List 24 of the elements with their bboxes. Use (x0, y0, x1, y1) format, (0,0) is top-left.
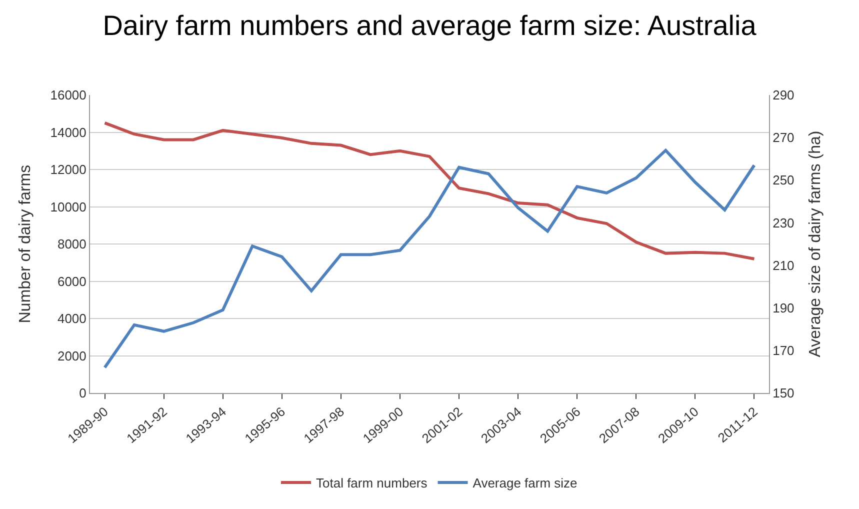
y2-tick-label: 150 (772, 386, 794, 401)
y-tick-label: 0 (79, 386, 86, 401)
line-series (103, 121, 756, 260)
y2-tick-label: 170 (772, 342, 794, 358)
y2-tick-label: 210 (772, 258, 794, 273)
y2-tick-label: 290 (772, 88, 794, 103)
y-tick-label: 6000 (57, 274, 86, 289)
chart-title: Dairy farm numbers and average farm size: Australia (102, 10, 757, 41)
y-tick-label: 12000 (50, 162, 86, 178)
y2-axis-title: Average size of dairy farms (ha) (807, 130, 824, 358)
y2-tick-label: 190 (772, 300, 794, 316)
y2-tick-label: 250 (772, 172, 794, 188)
line-series (103, 148, 756, 369)
y2-tick-label: 230 (772, 215, 794, 230)
legend-label: Total farm numbers (316, 476, 428, 491)
y-tick-label: 14000 (50, 124, 86, 140)
y2-tick-label: 270 (772, 130, 794, 146)
y-axis-title: Number of dairy farms (17, 164, 34, 324)
y-tick-label: 8000 (57, 236, 86, 252)
legend-label: Average farm size (472, 476, 578, 491)
y-tick-label: 2000 (57, 348, 86, 364)
y-tick-label: 16000 (50, 88, 86, 103)
y-tick-label: 10000 (50, 199, 86, 214)
y-tick-label: 4000 (57, 311, 86, 326)
